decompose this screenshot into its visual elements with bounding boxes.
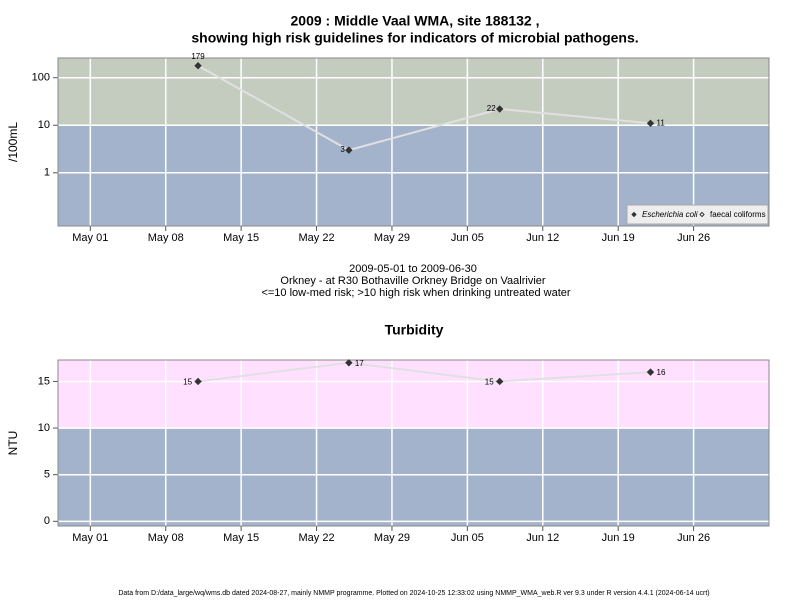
caption: Orkney - at R30 Bothaville Orkney Bridge… <box>280 275 545 287</box>
legend-label: faecal coliforms <box>710 210 766 219</box>
data-point <box>345 146 353 154</box>
x-tick-label: May 15 <box>223 232 259 244</box>
x-tick-label: May 29 <box>374 232 410 244</box>
y-axis-label: /100mL <box>6 122 20 162</box>
legend-marker <box>631 211 637 218</box>
data-point <box>345 359 353 367</box>
x-tick-label: Jun 19 <box>602 232 635 244</box>
x-tick-label: Jun 26 <box>677 532 710 544</box>
x-tick-label: May 08 <box>148 232 184 244</box>
x-tick-label: May 22 <box>299 232 335 244</box>
x-tick-label: May 29 <box>374 532 410 544</box>
x-tick-label: Jun 12 <box>526 532 559 544</box>
chart-title: Turbidity <box>385 322 444 338</box>
x-tick-label: Jun 05 <box>451 532 484 544</box>
plot-frame <box>57 359 770 527</box>
data-point <box>646 119 655 128</box>
y-tick-label: 10 <box>38 422 50 434</box>
data-label: 22 <box>487 104 496 113</box>
data-label: 17 <box>355 359 364 368</box>
y-tick-label: 100 <box>32 72 50 84</box>
y-axis-label: NTU <box>6 431 20 456</box>
x-tick-label: May 15 <box>223 532 259 544</box>
legend-label: Escherichia coli <box>642 210 698 219</box>
y-tick-label: 1 <box>44 167 50 179</box>
y-tick-label: 5 <box>44 469 50 481</box>
data-point <box>495 377 504 386</box>
chart-title: showing high risk guidelines for indicat… <box>191 30 638 46</box>
data-point <box>194 377 202 386</box>
low-risk-band <box>58 428 769 526</box>
high-risk-band <box>58 58 769 126</box>
y-tick-label: 0 <box>44 515 50 527</box>
x-tick-label: May 01 <box>72 232 108 244</box>
x-tick-label: Jun 12 <box>526 232 559 244</box>
data-label: 11 <box>657 118 666 127</box>
legend-box <box>626 204 769 225</box>
x-tick-label: Jun 26 <box>677 232 710 244</box>
x-tick-label: May 22 <box>299 532 335 544</box>
y-tick-label: 15 <box>38 375 50 387</box>
data-label: 16 <box>657 368 666 377</box>
legend-marker <box>699 211 705 218</box>
data-label: 179 <box>191 52 205 61</box>
footer: Data from D:/data_large/wq/wms.db dated … <box>118 590 709 597</box>
chart-title: 2009 : Middle Vaal WMA, site 188132 , <box>291 13 540 29</box>
data-point <box>646 368 655 376</box>
y-tick-label: 10 <box>38 119 50 131</box>
x-tick-label: May 01 <box>72 532 108 544</box>
data-label: 3 <box>340 145 345 154</box>
data-label: 15 <box>485 378 494 387</box>
data-point <box>495 105 504 113</box>
series-line <box>197 64 651 152</box>
caption: 2009-05-01 to 2009-06-30 <box>349 263 477 275</box>
data-point <box>194 61 202 70</box>
data-label: 15 <box>183 378 192 387</box>
x-tick-label: May 08 <box>148 532 184 544</box>
series-line <box>197 361 651 383</box>
x-tick-label: Jun 05 <box>451 232 484 244</box>
x-tick-label: Jun 19 <box>602 532 635 544</box>
caption: <=10 low-med risk; >10 high risk when dr… <box>261 287 570 299</box>
plot-frame <box>57 57 770 227</box>
